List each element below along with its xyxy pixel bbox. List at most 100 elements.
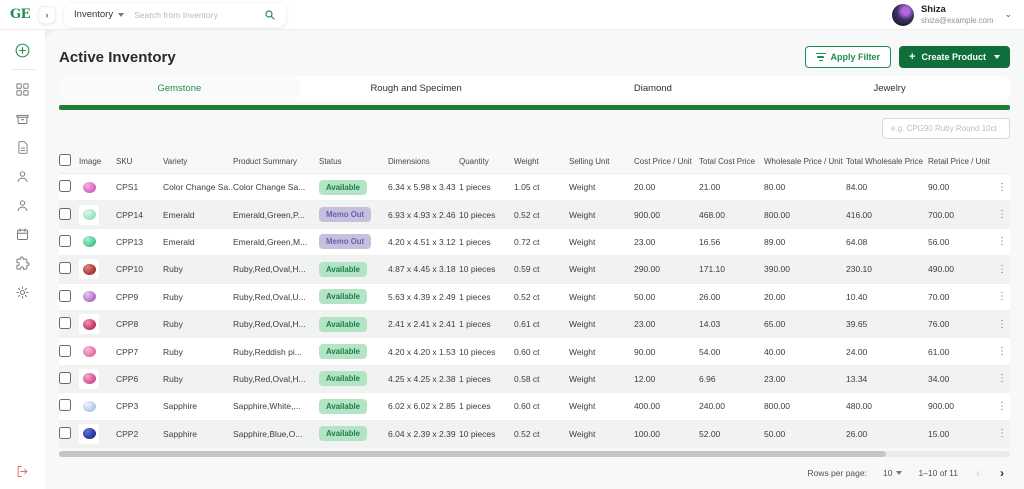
horizontal-scrollbar[interactable]: [59, 450, 1010, 457]
apply-filter-button[interactable]: Apply Filter: [804, 46, 892, 68]
variety-cell: Color Change Sa..: [163, 182, 233, 193]
variety-cell: Sapphire: [163, 428, 198, 439]
dashboard-grid-icon[interactable]: [13, 79, 33, 99]
row-menu-icon[interactable]: ⋮: [997, 291, 1007, 303]
integrations-puzzle-icon[interactable]: [13, 253, 33, 273]
dimensions-cell: 6.04 x 2.39 x 2.39: [388, 428, 456, 439]
table-row: CPP9 Ruby Ruby,Red,Oval,U... Available 5…: [59, 283, 1010, 311]
select-all-checkbox[interactable]: [59, 154, 71, 166]
cost-price-unit-cell: 900.00: [634, 209, 660, 220]
quantity-cell: 1 pieces: [459, 291, 491, 302]
chevron-down-icon: ⌄: [1004, 9, 1012, 19]
wholesale-price-unit-cell: 80.00: [764, 182, 786, 193]
scrollbar-thumb[interactable]: [59, 450, 887, 457]
settings-gear-icon[interactable]: [13, 282, 33, 302]
row-menu-icon[interactable]: ⋮: [997, 236, 1007, 248]
customer-icon[interactable]: [13, 166, 33, 186]
create-product-button[interactable]: + Create Product: [899, 46, 1010, 68]
dimensions-cell: 2.41 x 2.41 x 2.41: [388, 319, 456, 330]
rows-per-page-select[interactable]: 10: [883, 468, 903, 478]
row-checkbox[interactable]: [59, 399, 71, 412]
user-menu[interactable]: Shiza shiza@example.com ⌄: [891, 3, 1012, 26]
row-menu-icon[interactable]: ⋮: [997, 428, 1007, 440]
row-checkbox[interactable]: [59, 426, 71, 439]
global-search-input[interactable]: [134, 9, 255, 20]
row-menu-icon[interactable]: ⋮: [997, 318, 1007, 330]
previous-page-button[interactable]: ‹: [976, 465, 980, 480]
gem-thumbnail: [82, 263, 96, 275]
row-menu-icon[interactable]: ⋮: [997, 181, 1007, 193]
row-menu-icon[interactable]: ⋮: [997, 400, 1007, 412]
variety-cell: Sapphire: [163, 401, 198, 412]
sidebar-collapse-button[interactable]: ›: [38, 5, 57, 24]
total-wholesale-price-cell: 230.10: [846, 264, 872, 275]
row-checkbox[interactable]: [59, 317, 71, 330]
table-row: CPP7 Ruby Ruby,Reddish pi... Available 4…: [59, 338, 1010, 366]
row-menu-icon[interactable]: ⋮: [997, 263, 1007, 275]
variety-cell: Ruby: [163, 319, 183, 330]
create-product-label: Create Product: [921, 52, 986, 62]
variety-cell: Ruby: [163, 264, 183, 275]
cost-price-unit-cell: 23.00: [634, 236, 656, 247]
next-page-button[interactable]: ›: [1000, 465, 1004, 480]
row-checkbox[interactable]: [59, 262, 71, 275]
add-circle-icon[interactable]: [13, 40, 33, 60]
row-checkbox[interactable]: [59, 207, 71, 220]
inventory-box-icon[interactable]: [13, 108, 33, 128]
status-badge: Available: [319, 179, 367, 195]
retail-price-unit-cell: 90.00: [928, 182, 950, 193]
gem-image: [79, 396, 99, 417]
sidebar-divider: [10, 69, 35, 70]
status-badge: Available: [319, 344, 367, 360]
retail-price-unit-cell: 700.00: [928, 209, 954, 220]
app-logo: GE: [10, 7, 31, 22]
row-checkbox[interactable]: [59, 344, 71, 357]
retail-price-unit-cell: 70.00: [928, 291, 950, 302]
main-content: Active Inventory Apply Filter + Create P…: [45, 30, 1024, 489]
wholesale-price-unit-cell: 800.00: [764, 209, 790, 220]
top-bar: GE › Inventory Shiza shiza@example.com ⌄: [0, 0, 1024, 30]
col-header-quantity: Quantity: [459, 156, 489, 166]
document-icon[interactable]: [13, 137, 33, 157]
total-wholesale-price-cell: 84.00: [846, 182, 868, 193]
status-badge: Available: [319, 426, 367, 442]
tab-rough-and-specimen[interactable]: Rough and Specimen: [370, 83, 462, 94]
calendar-icon[interactable]: [13, 224, 33, 244]
weight-cell: 0.59 ct: [514, 264, 540, 275]
dimensions-cell: 4.20 x 4.20 x 1.53: [388, 346, 456, 357]
cost-price-unit-cell: 290.00: [634, 264, 660, 275]
gem-image: [79, 341, 99, 362]
module-select[interactable]: Inventory: [74, 9, 125, 20]
sku-cell: CPP13: [116, 236, 143, 247]
table-search-input[interactable]: [882, 118, 1010, 139]
product-summary-cell: Ruby,Red,Oval,U...: [233, 291, 306, 302]
row-checkbox[interactable]: [59, 371, 71, 384]
total-cost-price-cell: 21.00: [699, 182, 721, 193]
row-checkbox[interactable]: [59, 234, 71, 247]
wholesale-price-unit-cell: 65.00: [764, 319, 786, 330]
row-menu-icon[interactable]: ⋮: [997, 209, 1007, 221]
row-menu-icon[interactable]: ⋮: [997, 346, 1007, 358]
table-row: CPP14 Emerald Emerald,Green,P... Memo Ou…: [59, 201, 1010, 229]
user-name: Shiza: [920, 4, 946, 16]
user-icon[interactable]: [13, 195, 33, 215]
dimensions-cell: 4.25 x 4.25 x 2.38: [388, 373, 456, 384]
product-summary-cell: Emerald,Green,P...: [233, 209, 305, 220]
total-wholesale-price-cell: 64.08: [846, 236, 868, 247]
logout-icon[interactable]: [13, 461, 33, 481]
table-row: CPP6 Ruby Ruby,Red,Oval,H... Available 4…: [59, 365, 1010, 394]
search-icon[interactable]: [264, 9, 276, 21]
variety-cell: Ruby: [163, 346, 183, 357]
tab-jewelry[interactable]: Jewelry: [873, 83, 906, 94]
row-checkbox[interactable]: [59, 180, 71, 193]
chevron-down-icon: [118, 12, 125, 17]
dimensions-cell: 6.93 x 4.93 x 2.46: [388, 209, 456, 220]
row-checkbox[interactable]: [59, 289, 71, 302]
retail-price-unit-cell: 34.00: [928, 373, 950, 384]
tab-gemstone[interactable]: Gemstone: [61, 78, 298, 99]
chevron-down-icon: [994, 55, 1000, 59]
row-menu-icon[interactable]: ⋮: [997, 373, 1007, 385]
tab-diamond[interactable]: Diamond: [633, 83, 672, 94]
col-header-variety: Variety: [163, 156, 188, 166]
status-badge: Available: [319, 398, 367, 414]
